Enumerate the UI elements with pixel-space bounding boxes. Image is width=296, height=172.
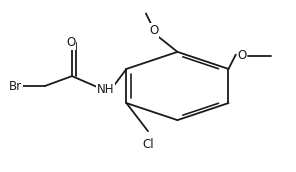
Text: O: O — [238, 49, 247, 62]
Text: O: O — [66, 36, 75, 49]
Text: NH: NH — [96, 83, 114, 96]
Text: O: O — [149, 24, 159, 37]
Text: Br: Br — [9, 79, 22, 93]
Text: Cl: Cl — [142, 138, 154, 151]
